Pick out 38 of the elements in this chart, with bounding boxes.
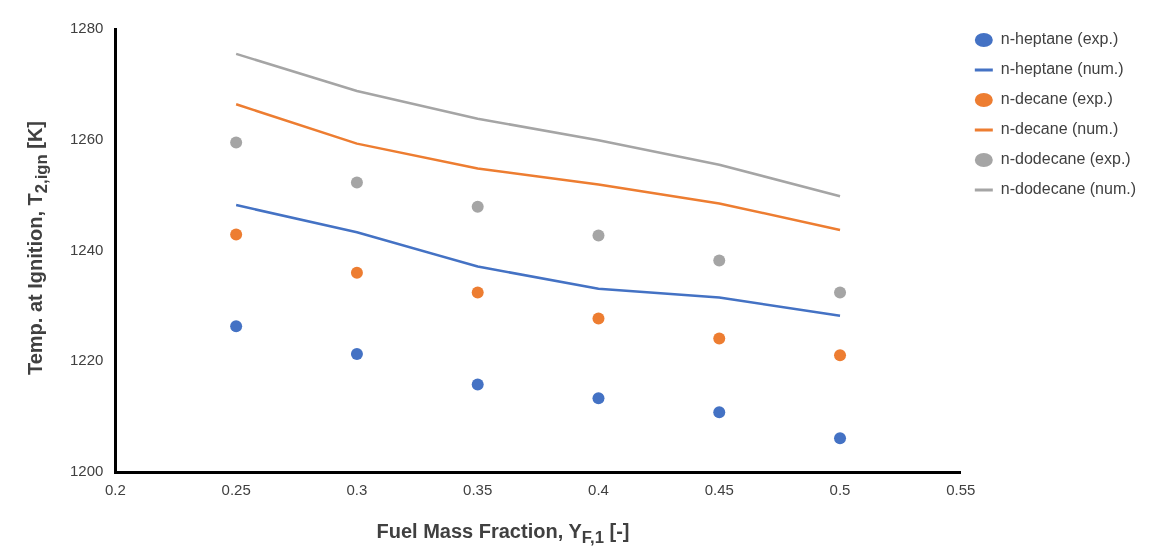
x-tick-label: 0.2 <box>104 481 126 499</box>
x-axis-title: Fuel Mass Fraction, Y$_{F,1}$ [-] <box>375 520 631 548</box>
point <box>713 406 726 419</box>
point <box>592 312 605 325</box>
point <box>471 286 484 299</box>
legend-label: n-decane (exp.) <box>1000 90 1113 108</box>
x-tick-label: 0.55 <box>946 481 976 499</box>
point <box>350 348 363 361</box>
point <box>471 378 484 391</box>
legend-label: n-heptane (exp.) <box>1000 30 1119 48</box>
y-tick-label: 1200 <box>69 462 104 480</box>
point <box>471 200 484 213</box>
point <box>230 228 243 241</box>
point <box>350 266 363 279</box>
point <box>350 176 363 189</box>
x-tick-label: 0.25 <box>221 481 251 499</box>
point <box>592 229 605 242</box>
y-tick-label: 1260 <box>69 129 104 147</box>
point <box>834 349 847 362</box>
point <box>592 392 605 405</box>
point <box>834 432 847 445</box>
point <box>230 320 243 333</box>
point <box>230 136 243 149</box>
x-tick-label: 0.4 <box>588 481 609 499</box>
x-tick-label: 0.5 <box>829 481 851 499</box>
point <box>834 286 847 299</box>
legend-label: n-dodecane (num.) <box>1000 180 1136 198</box>
legend-label: n-dodecane (exp.) <box>1000 150 1131 168</box>
x-tick-label: 0.35 <box>463 481 493 499</box>
y-tick-label: 1220 <box>69 351 104 369</box>
legend-label: n-heptane (num.) <box>1000 60 1124 78</box>
point <box>713 254 726 267</box>
x-tick-label: 0.45 <box>704 481 734 499</box>
x-tick-label: 0.3 <box>346 481 368 499</box>
y-tick-label: 1280 <box>69 19 104 37</box>
point <box>713 332 726 345</box>
y-tick-label: 1240 <box>69 240 104 258</box>
legend-label: n-decane (num.) <box>1000 120 1119 138</box>
